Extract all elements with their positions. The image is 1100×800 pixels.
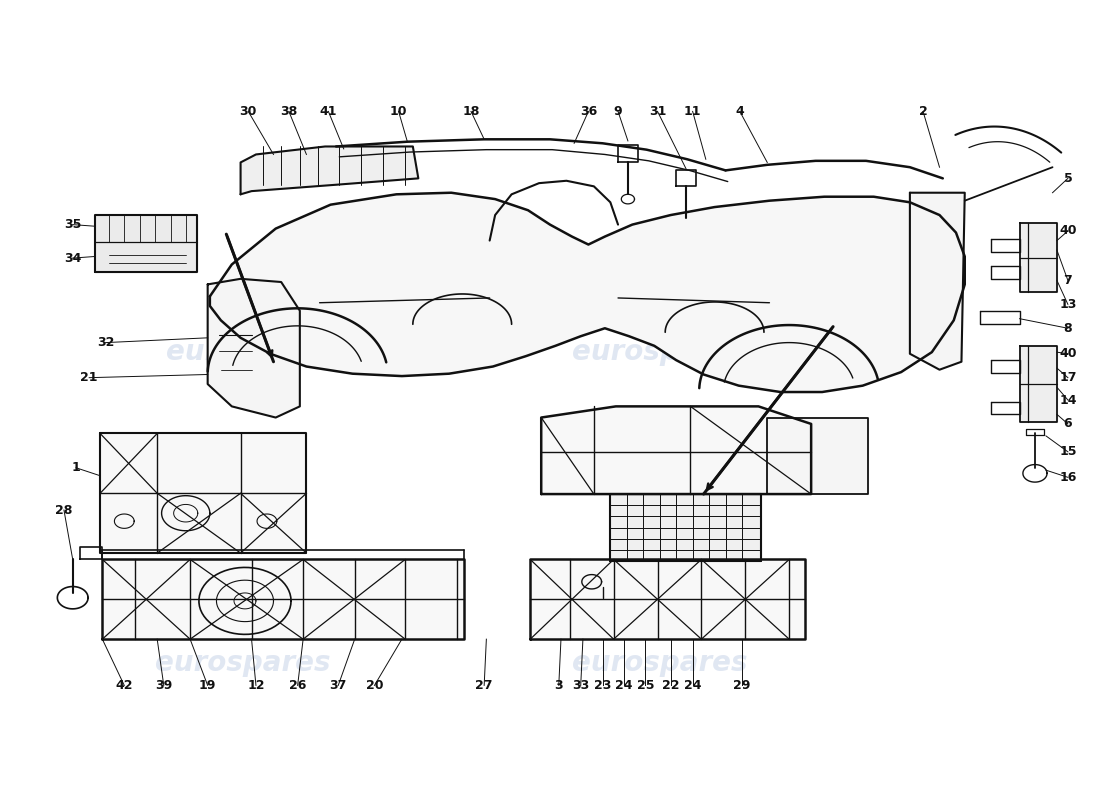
Text: 39: 39 — [155, 679, 173, 692]
Text: eurospares: eurospares — [166, 338, 341, 366]
Text: 24: 24 — [684, 679, 702, 692]
Polygon shape — [1020, 346, 1057, 422]
Text: 35: 35 — [64, 218, 81, 231]
Text: 32: 32 — [97, 336, 114, 349]
Text: 17: 17 — [1059, 371, 1077, 384]
Text: 6: 6 — [1064, 418, 1072, 430]
Text: eurospares: eurospares — [155, 649, 330, 677]
Text: 15: 15 — [1059, 446, 1077, 458]
Polygon shape — [241, 146, 418, 194]
Polygon shape — [95, 215, 197, 273]
Polygon shape — [767, 418, 868, 494]
Text: 30: 30 — [240, 105, 257, 118]
Text: 21: 21 — [80, 371, 98, 384]
Text: 22: 22 — [662, 679, 680, 692]
Polygon shape — [610, 494, 761, 561]
Polygon shape — [210, 193, 965, 392]
Text: 7: 7 — [1064, 274, 1072, 287]
Text: 20: 20 — [365, 679, 383, 692]
Text: 11: 11 — [684, 105, 702, 118]
Text: 26: 26 — [289, 679, 306, 692]
Text: 33: 33 — [572, 679, 590, 692]
Text: 36: 36 — [580, 105, 597, 118]
Text: 34: 34 — [64, 251, 81, 265]
Text: eurospares: eurospares — [572, 649, 748, 677]
Text: 12: 12 — [248, 679, 265, 692]
Polygon shape — [910, 193, 965, 370]
Text: 18: 18 — [462, 105, 480, 118]
Text: 23: 23 — [594, 679, 612, 692]
Text: 2: 2 — [918, 105, 927, 118]
Text: 40: 40 — [1059, 225, 1077, 238]
Text: 8: 8 — [1064, 322, 1072, 334]
Text: 19: 19 — [199, 679, 217, 692]
Text: 31: 31 — [649, 105, 667, 118]
Text: 9: 9 — [614, 105, 623, 118]
Polygon shape — [100, 434, 307, 553]
Text: 37: 37 — [330, 679, 346, 692]
Text: 41: 41 — [320, 105, 337, 118]
Text: 42: 42 — [116, 679, 133, 692]
Polygon shape — [102, 559, 464, 639]
Polygon shape — [530, 559, 804, 639]
Text: 4: 4 — [736, 105, 745, 118]
Text: 5: 5 — [1064, 172, 1072, 185]
Polygon shape — [541, 406, 811, 494]
Text: 38: 38 — [280, 105, 297, 118]
Text: 40: 40 — [1059, 347, 1077, 360]
Text: 28: 28 — [55, 503, 73, 517]
Polygon shape — [1020, 223, 1057, 292]
Text: 25: 25 — [637, 679, 654, 692]
Text: 3: 3 — [554, 679, 563, 692]
Text: 29: 29 — [734, 679, 750, 692]
Text: 10: 10 — [389, 105, 407, 118]
Text: eurospares: eurospares — [572, 338, 748, 366]
Polygon shape — [208, 279, 300, 418]
Text: 24: 24 — [615, 679, 632, 692]
Text: 27: 27 — [475, 679, 493, 692]
Text: 1: 1 — [72, 462, 80, 474]
Text: 14: 14 — [1059, 394, 1077, 406]
Text: 16: 16 — [1059, 471, 1077, 484]
Text: 13: 13 — [1059, 298, 1077, 311]
